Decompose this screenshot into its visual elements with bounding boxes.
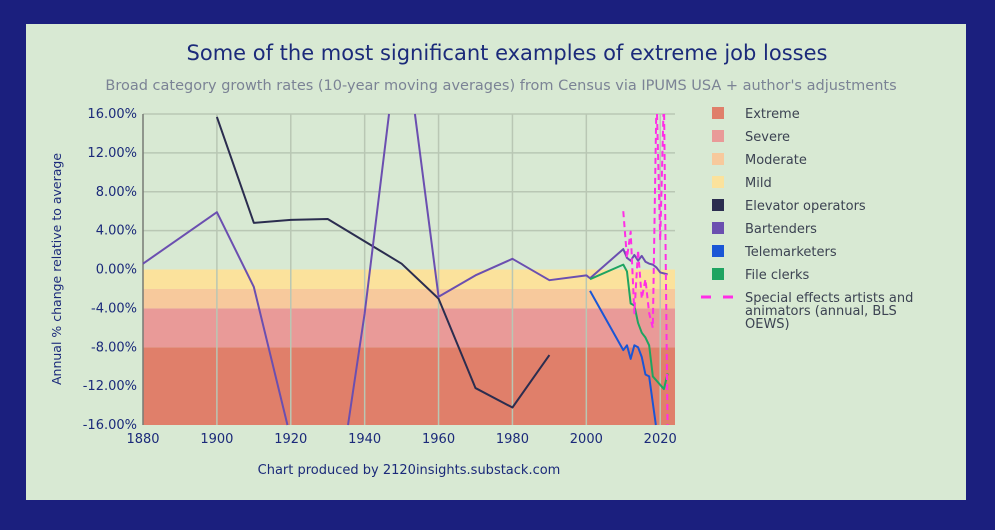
legend-swatch xyxy=(712,130,724,142)
x-tick-label: 1980 xyxy=(496,432,529,447)
legend-swatch xyxy=(712,176,724,188)
band-extreme xyxy=(143,347,675,425)
x-tick-label: 1940 xyxy=(348,432,381,447)
legend-label: Telemarketers xyxy=(744,245,837,260)
legend-swatch xyxy=(712,245,724,257)
series-line xyxy=(142,113,668,426)
y-tick-label: 4.00% xyxy=(96,224,137,239)
chart-panel: Some of the most significant examples of… xyxy=(26,24,966,500)
x-tick-label: 2000 xyxy=(570,432,603,447)
chart-title: Some of the most significant examples of… xyxy=(187,41,828,65)
y-tick-label: -4.00% xyxy=(91,301,137,316)
y-tick-label: 8.00% xyxy=(96,185,137,200)
series-line xyxy=(622,113,669,426)
x-tick-label: 2020 xyxy=(644,432,677,447)
band-severe xyxy=(143,308,675,348)
series-line xyxy=(589,290,657,426)
legend-label: Severe xyxy=(745,130,790,145)
y-tick-label: -12.00% xyxy=(83,379,137,394)
y-tick-label: 12.00% xyxy=(87,146,137,161)
series-line xyxy=(589,263,669,391)
x-tick-label: 1920 xyxy=(274,432,307,447)
legend-label: animators (annual, BLS xyxy=(745,304,897,319)
legend-label: Mild xyxy=(745,176,772,191)
legend-label: Bartenders xyxy=(745,222,817,237)
legend-label: File clerks xyxy=(745,268,810,283)
chart-footer: Chart produced by 2120insights.substack.… xyxy=(258,463,561,478)
y-tick-label: 0.00% xyxy=(96,263,137,278)
x-tick-label: 1880 xyxy=(126,432,159,447)
band-mild xyxy=(143,269,675,289)
band-moderate xyxy=(143,288,675,309)
legend-label: Elevator operators xyxy=(745,199,866,214)
legend-label: Moderate xyxy=(745,153,807,168)
chart-subtitle: Broad category growth rates (10-year mov… xyxy=(105,78,896,94)
legend-label: OEWS) xyxy=(745,317,790,332)
legend-swatch xyxy=(712,268,724,280)
legend-swatch xyxy=(712,222,724,234)
x-tick-label: 1900 xyxy=(200,432,233,447)
legend-label: Extreme xyxy=(745,107,800,122)
y-tick-label: -8.00% xyxy=(91,340,137,355)
x-tick-label: 1960 xyxy=(422,432,455,447)
legend-swatch xyxy=(712,107,724,119)
y-tick-label: -16.00% xyxy=(83,418,137,433)
chart: Some of the most significant examples of… xyxy=(49,41,913,478)
legend-label: Special effects artists and xyxy=(745,291,913,306)
legend-swatch xyxy=(712,199,724,211)
y-axis-label: Annual % change relative to average xyxy=(49,153,64,385)
series-line xyxy=(215,116,551,409)
legend-swatch xyxy=(712,153,724,165)
y-tick-label: 16.00% xyxy=(87,107,137,122)
series-group xyxy=(142,113,669,426)
